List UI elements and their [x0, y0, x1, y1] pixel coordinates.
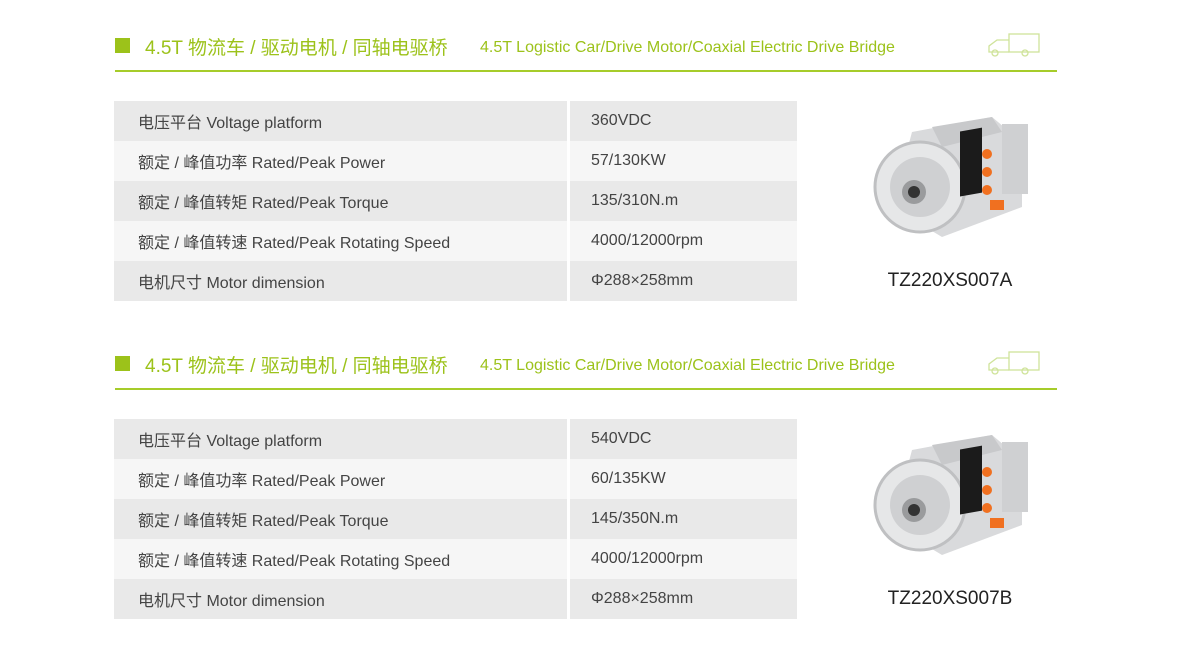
model-number: TZ220XS007A — [887, 270, 1013, 291]
spec-label: 电机尺寸 Motor dimension — [114, 579, 570, 619]
motor-image — [872, 430, 1032, 560]
spec-row: 额定 / 峰值功率 Rated/Peak Power 57/130KW — [114, 141, 797, 181]
spec-table: 电压平台 Voltage platform 540VDC 额定 / 峰值功率 R… — [114, 419, 797, 619]
spec-row: 额定 / 峰值转矩 Rated/Peak Torque 135/310N.m — [114, 181, 797, 221]
spec-label: 电机尺寸 Motor dimension — [114, 261, 570, 301]
product-section: 4.5T 物流车 / 驱动电机 / 同轴电驱桥 4.5T Logistic Ca… — [0, 318, 1200, 636]
spec-row: 电机尺寸 Motor dimension Φ288×258mm — [114, 261, 797, 301]
square-bullet-icon — [115, 356, 130, 371]
spec-label: 额定 / 峰值转速 Rated/Peak Rotating Speed — [114, 221, 570, 261]
spec-row: 额定 / 峰值转速 Rated/Peak Rotating Speed 4000… — [114, 539, 797, 579]
section-title-zh: 4.5T 物流车 / 驱动电机 / 同轴电驱桥 — [145, 38, 448, 59]
spec-row: 电机尺寸 Motor dimension Φ288×258mm — [114, 579, 797, 619]
section-header: 4.5T 物流车 / 驱动电机 / 同轴电驱桥 4.5T Logistic Ca… — [115, 348, 1057, 390]
spec-value: Φ288×258mm — [570, 261, 797, 301]
model-number: TZ220XS007B — [887, 588, 1013, 609]
spec-label: 额定 / 峰值功率 Rated/Peak Power — [114, 141, 570, 181]
motor-image — [872, 112, 1032, 242]
spec-value: 4000/12000rpm — [570, 539, 797, 579]
spec-label: 电压平台 Voltage platform — [114, 419, 570, 459]
spec-row: 电压平台 Voltage platform 360VDC — [114, 101, 797, 141]
spec-row: 额定 / 峰值转速 Rated/Peak Rotating Speed 4000… — [114, 221, 797, 261]
spec-value: 57/130KW — [570, 141, 797, 181]
square-bullet-icon — [115, 38, 130, 53]
spec-label: 额定 / 峰值转速 Rated/Peak Rotating Speed — [114, 539, 570, 579]
product-section: 4.5T 物流车 / 驱动电机 / 同轴电驱桥 4.5T Logistic Ca… — [0, 0, 1200, 318]
section-title-en: 4.5T Logistic Car/Drive Motor/Coaxial El… — [480, 39, 895, 56]
spec-label: 额定 / 峰值转矩 Rated/Peak Torque — [114, 181, 570, 221]
truck-icon — [985, 350, 1041, 381]
spec-value: 145/350N.m — [570, 499, 797, 539]
section-title-en: 4.5T Logistic Car/Drive Motor/Coaxial El… — [480, 357, 895, 374]
spec-label: 额定 / 峰值转矩 Rated/Peak Torque — [114, 499, 570, 539]
spec-row: 额定 / 峰值转矩 Rated/Peak Torque 145/350N.m — [114, 499, 797, 539]
spec-row: 电压平台 Voltage platform 540VDC — [114, 419, 797, 459]
spec-value: Φ288×258mm — [570, 579, 797, 619]
spec-value: 540VDC — [570, 419, 797, 459]
spec-label: 电压平台 Voltage platform — [114, 101, 570, 141]
truck-icon — [985, 32, 1041, 63]
section-title-zh: 4.5T 物流车 / 驱动电机 / 同轴电驱桥 — [145, 356, 448, 377]
spec-value: 360VDC — [570, 101, 797, 141]
spec-value: 4000/12000rpm — [570, 221, 797, 261]
spec-table: 电压平台 Voltage platform 360VDC 额定 / 峰值功率 R… — [114, 101, 797, 301]
spec-row: 额定 / 峰值功率 Rated/Peak Power 60/135KW — [114, 459, 797, 499]
spec-value: 135/310N.m — [570, 181, 797, 221]
section-header: 4.5T 物流车 / 驱动电机 / 同轴电驱桥 4.5T Logistic Ca… — [115, 30, 1057, 72]
spec-value: 60/135KW — [570, 459, 797, 499]
spec-label: 额定 / 峰值功率 Rated/Peak Power — [114, 459, 570, 499]
